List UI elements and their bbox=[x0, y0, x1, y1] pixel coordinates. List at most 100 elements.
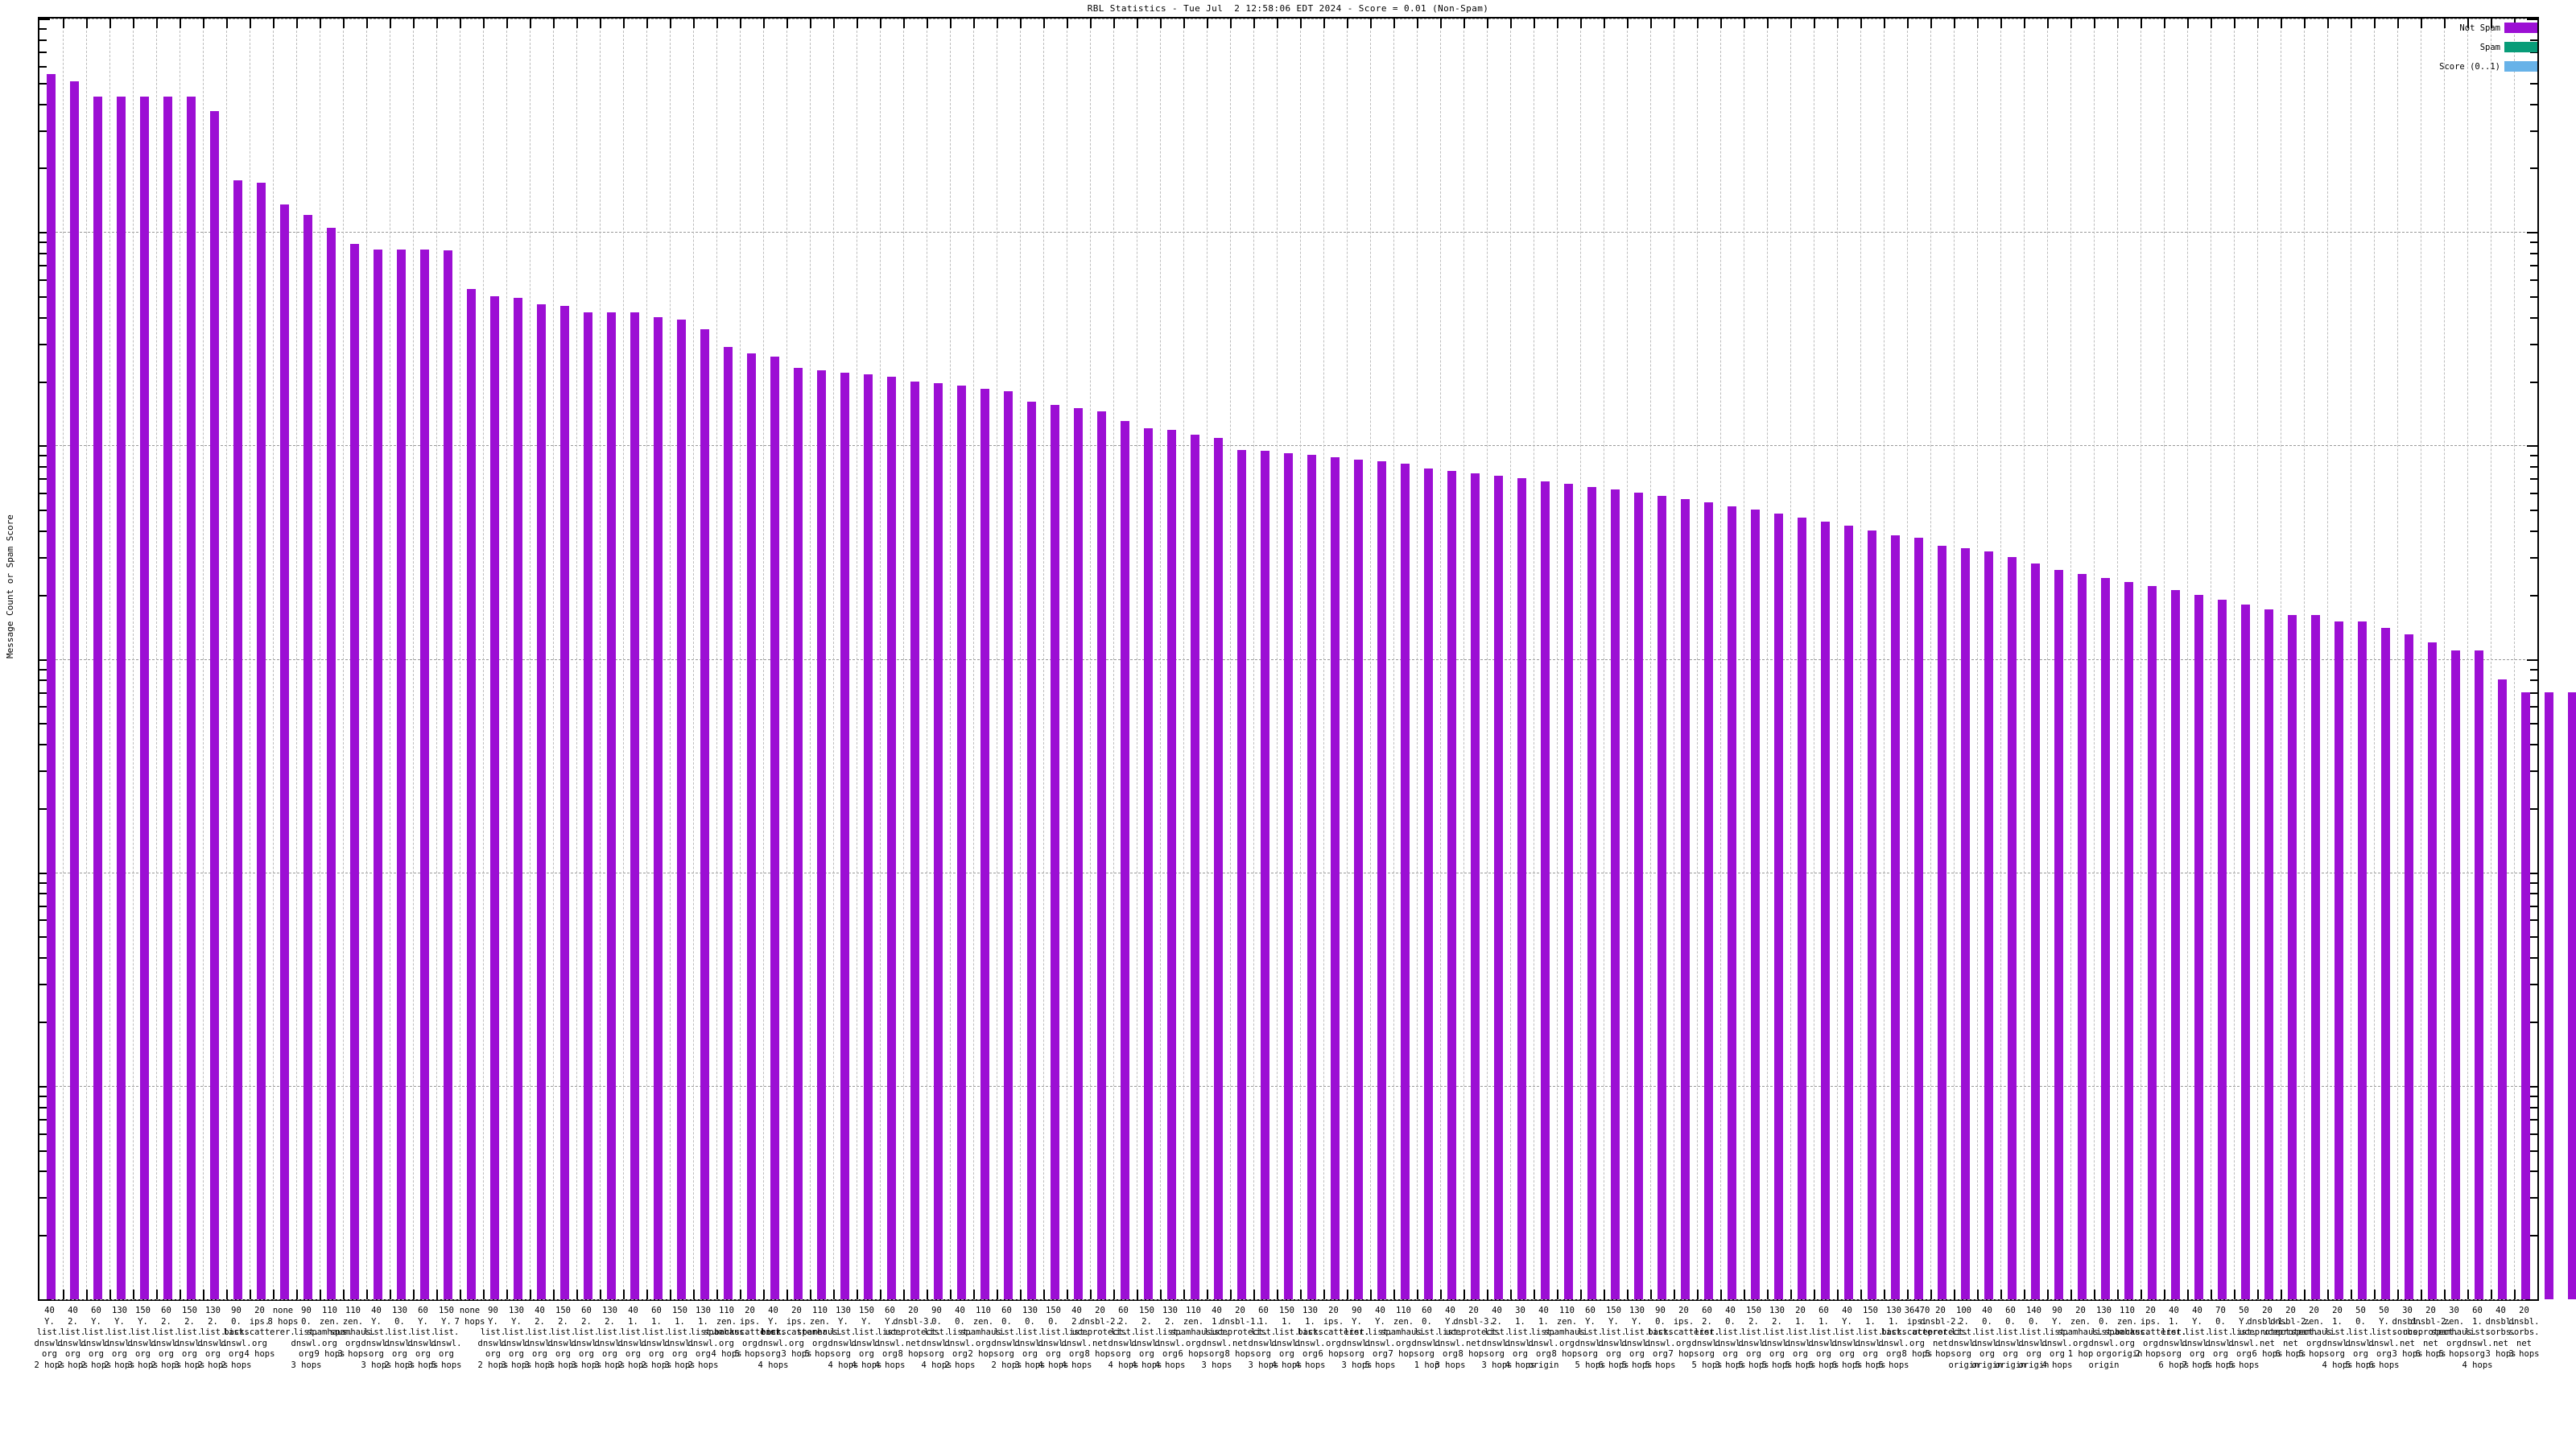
x-axis-tick-top bbox=[1744, 19, 1745, 28]
bar bbox=[2358, 621, 2367, 1299]
y-axis-minor-tick bbox=[39, 530, 47, 532]
x-axis-tick-label: 110 zen. spamhaus. org 7 hops bbox=[1381, 1306, 1426, 1359]
bar bbox=[1144, 428, 1153, 1299]
x-axis-tick-top bbox=[2187, 19, 2189, 28]
vertical-gridline bbox=[1020, 19, 1021, 1299]
bar bbox=[2101, 577, 2110, 1299]
bar bbox=[1051, 404, 1059, 1299]
y-axis-minor-tick bbox=[2530, 466, 2537, 469]
x-axis-tick bbox=[483, 1290, 485, 1299]
y-axis-minor-tick bbox=[39, 1133, 47, 1135]
x-axis-tick-top bbox=[1277, 19, 1278, 28]
x-axis-tick-label: 130 2. list. dnswl. org 5 hops bbox=[1761, 1306, 1793, 1370]
y-axis-tick bbox=[39, 19, 50, 20]
bar bbox=[2264, 609, 2273, 1299]
x-axis-tick bbox=[600, 1290, 601, 1299]
x-axis-tick-top bbox=[1487, 19, 1488, 28]
bar bbox=[1004, 390, 1013, 1299]
y-axis-minor-tick bbox=[2530, 252, 2537, 254]
x-axis-tick-label: 50 Y. list. dnswl. org 6 hops bbox=[2368, 1306, 2400, 1370]
x-axis-tick bbox=[2374, 1290, 2376, 1299]
vertical-gridline bbox=[1650, 19, 1651, 1299]
x-axis-tick bbox=[133, 1290, 134, 1299]
x-axis-tick-label: 60 Y. list. dnswl. org 3 hops bbox=[407, 1306, 439, 1370]
bar bbox=[2568, 691, 2576, 1299]
y-axis-tick bbox=[2527, 1299, 2537, 1301]
x-axis-tick bbox=[530, 1290, 531, 1299]
x-axis-tick-top bbox=[1697, 19, 1699, 28]
bar bbox=[1751, 510, 1760, 1299]
x-axis-tick-top bbox=[833, 19, 835, 28]
x-axis-tick bbox=[1534, 1290, 1535, 1299]
x-axis-tick bbox=[1417, 1290, 1418, 1299]
vertical-gridline bbox=[273, 19, 274, 1299]
bar bbox=[887, 376, 896, 1299]
bar bbox=[47, 73, 56, 1299]
x-axis-tick-top bbox=[1837, 19, 1839, 28]
x-axis-tick-label: 150 2. list. dnswl. org 3 hops bbox=[174, 1306, 205, 1370]
x-axis-tick-label: 40 Y. list. dnswl. org 3 hops bbox=[361, 1306, 392, 1370]
bar bbox=[1681, 499, 1690, 1299]
vertical-gridline bbox=[1580, 19, 1581, 1299]
x-axis-tick-top bbox=[1767, 19, 1769, 28]
x-axis-tick-label: 40 1. list. dnswl. org 6 hops bbox=[2158, 1306, 2190, 1370]
x-axis-tick-top bbox=[483, 19, 485, 28]
vertical-gridline bbox=[646, 19, 647, 1299]
vertical-gridline bbox=[1043, 19, 1044, 1299]
bar bbox=[1541, 481, 1550, 1299]
vertical-gridline bbox=[1230, 19, 1231, 1299]
vertical-gridline bbox=[2467, 19, 2468, 1299]
y-axis-minor-tick bbox=[39, 252, 47, 254]
y-axis-minor-tick bbox=[39, 295, 47, 298]
bar bbox=[1121, 421, 1129, 1299]
bar bbox=[654, 316, 663, 1299]
vertical-gridline bbox=[1440, 19, 1441, 1299]
bar bbox=[1821, 521, 1830, 1299]
x-axis-tick bbox=[2070, 1290, 2072, 1299]
y-axis-minor-tick bbox=[2530, 807, 2537, 810]
x-axis-tick bbox=[2327, 1290, 2329, 1299]
x-axis-tick bbox=[2514, 1290, 2516, 1299]
bar bbox=[327, 227, 336, 1299]
x-axis-tick-top bbox=[1930, 19, 1932, 28]
x-axis-tick-label: 150 2. list. dnswl. org 5 hops bbox=[1738, 1306, 1769, 1370]
vertical-gridline bbox=[1207, 19, 1208, 1299]
x-axis-tick-top bbox=[1534, 19, 1535, 28]
x-axis-tick bbox=[2491, 1290, 2492, 1299]
bar bbox=[514, 298, 522, 1299]
x-axis-tick bbox=[1440, 1290, 1442, 1299]
y-axis-minor-tick bbox=[2530, 957, 2537, 960]
x-axis-tick-top bbox=[1090, 19, 1092, 28]
x-axis-tick bbox=[226, 1290, 228, 1299]
horizontal-gridline bbox=[39, 1299, 2537, 1300]
legend-swatch-score bbox=[2504, 61, 2537, 72]
y-axis-minor-tick bbox=[39, 455, 47, 457]
x-axis-tick-label: 150 Y. list. dnswl. org 5 hops bbox=[431, 1306, 462, 1370]
x-axis-tick-label: 20 dnsbl-1. uceprotect. net 6 hops bbox=[2239, 1306, 2296, 1359]
x-axis-tick-top bbox=[763, 19, 765, 28]
bar bbox=[2498, 679, 2507, 1299]
x-axis-tick bbox=[2000, 1290, 2002, 1299]
y-axis-tick bbox=[39, 872, 50, 874]
vertical-gridline bbox=[2397, 19, 2398, 1299]
x-axis-tick-label: 40 Y. list. dnswl. org 6 hops bbox=[1831, 1306, 1863, 1370]
vertical-gridline bbox=[1884, 19, 1885, 1299]
x-axis-tick-top bbox=[109, 19, 111, 28]
y-axis-minor-tick bbox=[39, 936, 47, 939]
y-axis-minor-tick bbox=[2530, 381, 2537, 383]
x-axis-tick bbox=[1814, 1290, 1815, 1299]
x-axis-tick-label: 40 1. list. dnswl. org 3 hops bbox=[1201, 1306, 1232, 1370]
bar bbox=[1354, 459, 1363, 1299]
x-axis-tick bbox=[670, 1290, 671, 1299]
x-axis-tick-label: 130 2. list. dnswl. org 3 hops bbox=[594, 1306, 625, 1370]
x-axis-tick bbox=[1954, 1290, 1955, 1299]
x-axis-tick-top bbox=[1370, 19, 1372, 28]
bar bbox=[770, 357, 779, 1299]
x-axis-tick-label: 60 2. list. dnswl. org 5 hops bbox=[1691, 1306, 1723, 1370]
x-axis-tick bbox=[2397, 1290, 2399, 1299]
bar bbox=[350, 243, 359, 1299]
x-axis-tick bbox=[997, 1290, 998, 1299]
bar bbox=[560, 306, 569, 1299]
y-axis-minor-tick bbox=[2530, 279, 2537, 281]
y-axis-minor-tick bbox=[39, 478, 47, 481]
